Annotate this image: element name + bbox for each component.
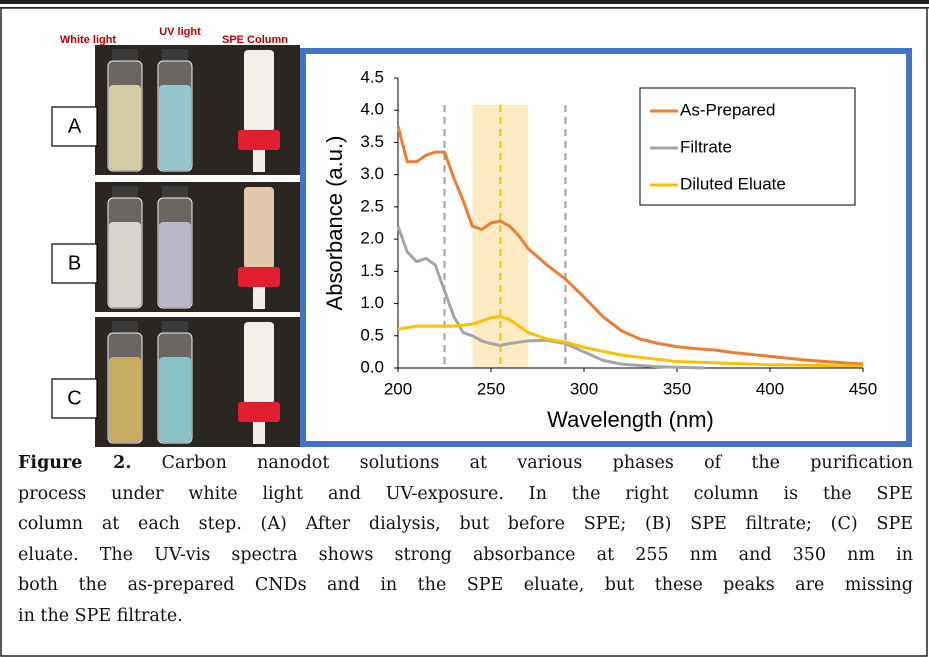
vial-cap xyxy=(162,321,188,333)
x-tick-label: 200 xyxy=(384,379,412,398)
spe-cap xyxy=(238,267,280,287)
vial-liquid xyxy=(109,85,141,170)
series-line xyxy=(396,125,864,366)
vial-liquid xyxy=(159,357,191,442)
vial-liquid xyxy=(159,222,191,307)
spe-column xyxy=(244,50,274,132)
y-tick-label: 3.5 xyxy=(360,132,384,151)
spe-tip xyxy=(253,150,265,172)
label-box xyxy=(51,243,98,284)
photo-header: SPE Column xyxy=(222,34,288,46)
caption-line: in the SPE filtrate. xyxy=(18,606,183,626)
row-label: B xyxy=(68,252,81,274)
series-line xyxy=(397,314,864,368)
x-tick-label: 250 xyxy=(477,379,505,398)
spe-tip xyxy=(253,287,265,309)
y-axis-title: Absorbance (a.u.) xyxy=(322,136,347,311)
y-tick-label: 0.5 xyxy=(360,325,384,344)
x-tick-label: 300 xyxy=(570,379,598,398)
vial-cap xyxy=(112,321,138,333)
spe-cap xyxy=(238,130,280,150)
spe-column xyxy=(244,322,274,404)
vial-liquid xyxy=(109,357,141,442)
x-tick-label: 450 xyxy=(849,379,877,398)
vial-cap xyxy=(112,186,138,198)
label-box xyxy=(51,378,98,419)
y-tick-label: 1.0 xyxy=(360,293,384,312)
spe-tip xyxy=(253,422,265,444)
photo-panel: White light UV light SPE Column A B C xyxy=(51,26,300,447)
legend-label: Filtrate xyxy=(680,137,732,156)
caption-line: eluate. The UV-vis spectra shows strong … xyxy=(18,544,913,565)
vial-cap xyxy=(162,49,188,61)
y-tick-label: 2.0 xyxy=(360,229,384,248)
caption-line: Figure 2. Carbon nanodot solutions at va… xyxy=(18,453,913,473)
label-box xyxy=(51,106,98,147)
x-tick-label: 350 xyxy=(663,379,691,398)
series-line xyxy=(396,225,705,370)
y-tick-label: 4.5 xyxy=(360,67,384,86)
legend-label: As-Prepared xyxy=(680,100,775,119)
vial-cap xyxy=(162,186,188,198)
row-label: A xyxy=(68,115,82,137)
row-label: C xyxy=(67,387,81,409)
y-tick-label: 0.0 xyxy=(360,357,384,376)
photo-header: UV light xyxy=(159,26,201,38)
spe-cap xyxy=(238,402,280,422)
vial-liquid xyxy=(109,222,141,307)
photo-header: White light xyxy=(60,34,117,46)
y-tick-label: 3.0 xyxy=(360,164,384,183)
x-tick-label: 400 xyxy=(756,379,784,398)
vial-liquid xyxy=(159,85,191,170)
caption-label: Figure 2. xyxy=(18,453,132,473)
vial-cap xyxy=(112,49,138,61)
spe-column xyxy=(244,187,274,269)
top-rule xyxy=(0,0,929,4)
caption-text: Carbon nanodot solutions at various phas… xyxy=(131,453,913,473)
y-tick-label: 4.0 xyxy=(360,100,384,119)
caption-line: both the as-prepared CNDs and in the SPE… xyxy=(18,575,913,596)
caption-line: process under white light and UV-exposur… xyxy=(18,483,913,504)
legend-label: Diluted Eluate xyxy=(680,174,786,193)
x-axis-title: Wavelength (nm) xyxy=(547,407,714,432)
y-tick-label: 1.5 xyxy=(360,261,384,280)
y-tick-label: 2.5 xyxy=(360,196,384,215)
frame xyxy=(0,7,928,657)
caption-line: column at each step. (A) After dialysis,… xyxy=(18,514,913,535)
